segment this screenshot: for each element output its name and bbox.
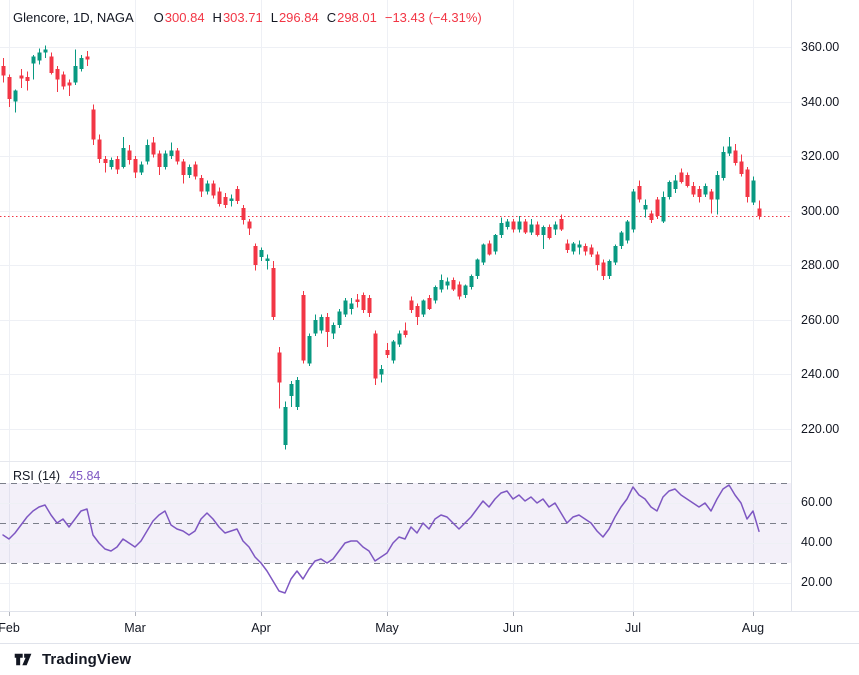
bottom-toolbar: TradingView [0,643,859,675]
rsi-value: 45.84 [69,469,101,483]
symbol-legend: Glencore, 1D, NAGA O 300.84 H 303.71 L 2… [13,10,482,25]
price-pane[interactable] [0,0,791,461]
tradingview-logo[interactable]: TradingView [14,651,131,668]
tradingview-logo-icon [14,653,32,666]
month-tick-mark [753,612,754,616]
rsi-tick-label: 60.00 [801,495,833,509]
close-value: 298.01 [337,10,377,25]
price-tick-label: 300.00 [801,204,840,218]
month-tick-mark [135,612,136,616]
price-tick-label: 240.00 [801,367,840,381]
month-label-jul: Jul [625,621,641,635]
close-label: C [326,10,337,25]
month-label-apr: Apr [251,621,271,635]
month-tick-mark [387,612,388,616]
rsi-tick-label: 40.00 [801,535,833,549]
low-label: L [270,10,278,25]
month-tick-mark [513,612,514,616]
price-tick-label: 280.00 [801,258,840,272]
price-tick-label: 360.00 [801,40,840,54]
high-value: 303.71 [222,10,263,25]
price-tick-label: 320.00 [801,149,840,163]
candlestick-chart[interactable] [0,0,791,461]
month-label-aug: Aug [741,621,765,635]
symbol-title[interactable]: Glencore, 1D, NAGA [13,10,134,25]
month-tick-mark [633,612,634,616]
price-scale-axis[interactable]: 360.00 340.00 320.00 300.00 280.00 260.00 240.… [791,0,859,643]
open-label: O [153,10,164,25]
month-label-jun: Jun [502,621,524,635]
low-value: 296.84 [278,10,319,25]
change-value: −13.43 (−4.31%) [384,10,482,25]
month-label-may: May [375,621,399,635]
month-label-feb: Feb [0,621,20,635]
price-tick-label: 340.00 [801,95,840,109]
month-tick-mark [261,612,262,616]
month-label-mar: Mar [124,621,146,635]
price-tick-label: 260.00 [801,313,840,327]
tradingview-logo-text: TradingView [42,651,132,668]
month-tick-mark [9,612,10,616]
rsi-pane[interactable] [0,461,791,612]
rsi-params: (14) [37,469,61,483]
time-axis[interactable]: Feb Mar Apr May Jun Jul Aug [0,611,859,643]
rsi-title[interactable]: RSI [13,469,34,483]
price-tick-label: 220.00 [801,422,840,436]
rsi-tick-label: 20.00 [801,575,833,589]
rsi-legend: RSI (14) 45.84 [13,469,100,483]
rsi-chart[interactable] [0,462,791,612]
high-label: H [212,10,222,25]
open-value: 300.84 [164,10,205,25]
